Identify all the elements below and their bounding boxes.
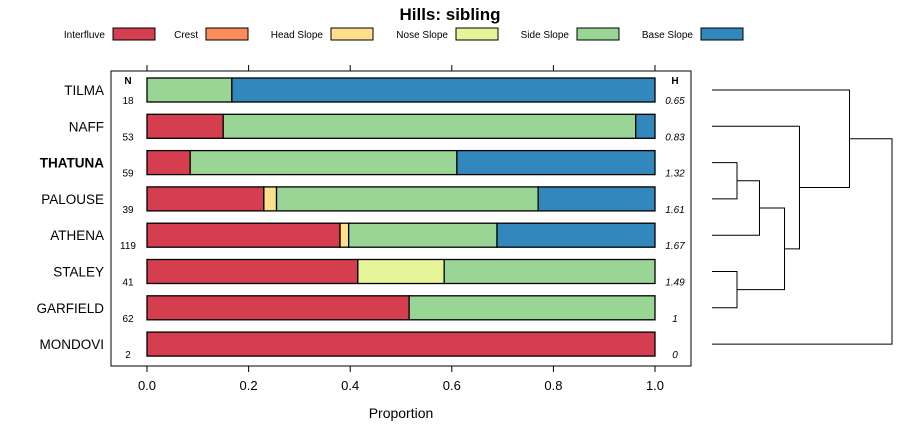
bar-segment-staley-side-slope	[443, 258, 656, 285]
row-label-naff: NAFF	[69, 119, 104, 134]
bar-segment-athena-base-slope	[496, 222, 656, 248]
x-tick-label-0-0: 0.0	[138, 378, 156, 393]
dendrogram-branch-6	[712, 89, 850, 189]
dendrogram-branch-4	[737, 207, 785, 291]
n-value-garfield: 62	[122, 314, 134, 325]
bar-segment-mondovi-interfluve	[146, 331, 656, 357]
bar-segment-naff-interfluve	[146, 113, 224, 139]
x-tick-label-0-2: 0.2	[240, 378, 258, 393]
bar-segment-palouse-interfluve	[146, 186, 265, 212]
x-tick-label-0-8: 0.8	[544, 378, 562, 393]
h-value-palouse: 1.61	[665, 205, 684, 216]
legend-label-crest: Crest	[174, 30, 198, 41]
row-label-palouse: PALOUSE	[41, 192, 104, 207]
row-label-staley: STALEY	[53, 265, 104, 280]
chart-title: Hills: sibling	[399, 5, 500, 24]
n-value-tilma: 18	[122, 96, 134, 107]
bar-segment-thatuna-interfluve	[146, 149, 191, 176]
x-tick-label-0-4: 0.4	[341, 378, 359, 393]
bar-segment-staley-nose-slope	[357, 258, 445, 285]
bar-segment-thatuna-side-slope	[189, 149, 458, 176]
bar-segment-athena-side-slope	[348, 222, 498, 248]
legend-swatch-crest	[205, 27, 249, 41]
h-value-athena: 1.67	[665, 241, 685, 252]
legend-label-interfluve: Interfluve	[64, 30, 106, 41]
bar-row-staley	[146, 258, 656, 285]
n-value-palouse: 39	[122, 205, 134, 216]
row-label-tilma: TILMA	[64, 83, 104, 98]
bar-segment-palouse-side-slope	[275, 186, 539, 212]
n-column-header: N	[124, 76, 131, 87]
bar-segment-tilma-side-slope	[146, 77, 233, 103]
bar-row-tilma	[146, 77, 656, 103]
h-value-mondovi: 0	[672, 350, 678, 361]
dendrogram-branch-7	[712, 138, 893, 345]
dendrogram-branch-5	[712, 125, 800, 250]
x-axis-label: Proportion	[369, 405, 434, 421]
row-label-mondovi: MONDOVI	[39, 337, 104, 352]
legend-label-nose-slope: Nose Slope	[396, 30, 448, 41]
bar-segment-naff-base-slope	[635, 113, 656, 139]
x-tick-label-0-6: 0.6	[443, 378, 461, 393]
legend-swatch-interfluve	[112, 27, 156, 41]
h-value-tilma: 0.65	[665, 96, 685, 107]
bar-segment-garfield-interfluve	[146, 295, 410, 321]
h-values: 0.65 0.83 1.32 1.61 1.67 1.49 1 0	[665, 96, 685, 361]
h-value-garfield: 1	[672, 314, 678, 325]
n-value-staley: 41	[122, 278, 134, 289]
bar-row-thatuna	[146, 149, 656, 176]
bar-segment-athena-head-slope	[339, 222, 350, 248]
h-column-header: H	[671, 76, 678, 87]
row-label-thatuna: THATUNA	[40, 156, 104, 171]
n-values: 18 53 59 39 119 41 62 2	[120, 96, 136, 361]
legend-label-base-slope: Base Slope	[642, 30, 694, 41]
h-value-staley: 1.49	[665, 278, 685, 289]
legend-swatch-base-slope	[700, 27, 744, 41]
n-value-athena: 119	[120, 241, 136, 252]
legend-swatch-side-slope	[576, 27, 620, 41]
bar-segment-thatuna-base-slope	[456, 149, 656, 176]
legend-label-head-slope: Head Slope	[271, 30, 324, 41]
h-value-naff: 0.83	[665, 132, 685, 143]
dendrogram-branch-1	[712, 162, 738, 200]
stacked-bars	[146, 77, 656, 357]
row-label-garfield: GARFIELD	[36, 301, 104, 316]
n-value-naff: 53	[122, 132, 134, 143]
legend: Interfluve Crest Head Slope Nose Slope Side …	[64, 27, 744, 41]
bar-segment-athena-interfluve	[146, 222, 341, 248]
legend-swatch-nose-slope	[455, 27, 499, 41]
bar-segment-garfield-side-slope	[408, 295, 656, 321]
legend-label-side-slope: Side Slope	[521, 30, 570, 41]
x-axis: 0.0 0.2 0.4 0.6 0.8 1.0	[138, 65, 664, 393]
row-label-athena: ATHENA	[50, 228, 104, 243]
bar-row-athena	[146, 222, 656, 248]
bar-segment-palouse-base-slope	[537, 186, 656, 212]
x-tick-label-1-0: 1.0	[646, 378, 664, 393]
dendrogram-branch-3	[712, 180, 760, 236]
bar-row-garfield	[146, 295, 656, 321]
legend-swatch-head-slope	[330, 27, 374, 41]
bar-row-mondovi	[146, 331, 656, 357]
bar-row-palouse	[146, 186, 656, 212]
bar-segment-palouse-head-slope	[263, 186, 278, 212]
row-labels: TILMA NAFF THATUNA PALOUSE ATHENA STALEY GARFI…	[36, 83, 104, 352]
n-value-mondovi: 2	[125, 350, 131, 361]
bar-segment-naff-side-slope	[222, 113, 637, 139]
h-value-thatuna: 1.32	[665, 169, 685, 180]
bar-segment-staley-interfluve	[146, 258, 359, 285]
n-value-thatuna: 59	[122, 169, 134, 180]
bar-row-naff	[146, 113, 656, 139]
bar-segment-tilma-base-slope	[231, 77, 656, 103]
plot-frame	[110, 70, 692, 367]
dendrogram	[712, 89, 893, 345]
dendrogram-branch-2	[712, 271, 738, 309]
